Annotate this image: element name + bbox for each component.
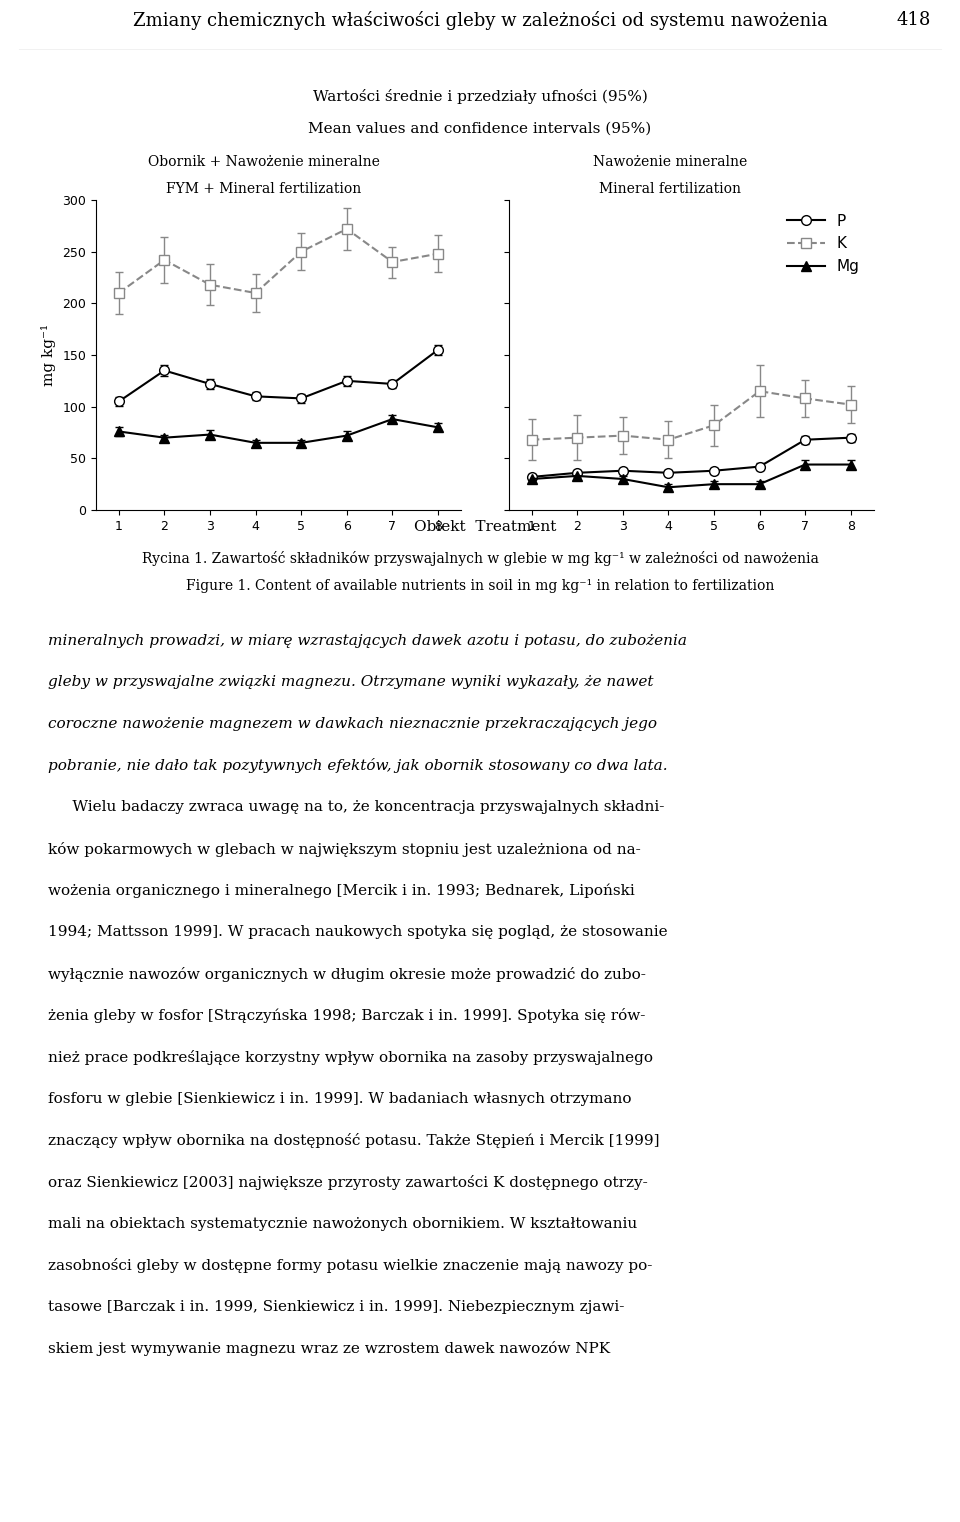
Text: 418: 418	[897, 11, 931, 29]
Text: 1994; Mattsson 1999]. W pracach naukowych spotyka się pogląd, że stosowanie: 1994; Mattsson 1999]. W pracach naukowyc…	[48, 925, 667, 939]
Text: żenia gleby w fosfor [Strączyńska 1998; Barczak i in. 1999]. Spotyka się rów-: żenia gleby w fosfor [Strączyńska 1998; …	[48, 1008, 645, 1023]
Text: tasowe [Barczak i in. 1999, Sienkiewicz i in. 1999]. Niebezpiecznym zjawi-: tasowe [Barczak i in. 1999, Sienkiewicz …	[48, 1300, 624, 1315]
Text: Obornik + Nawożenie mineralne: Obornik + Nawożenie mineralne	[148, 155, 380, 169]
Text: nież prace podkreślające korzystny wpływ obornika na zasoby przyswajalnego: nież prace podkreślające korzystny wpływ…	[48, 1050, 653, 1065]
Text: wyłącznie nawozów organicznych w długim okresie może prowadzić do zubo-: wyłącznie nawozów organicznych w długim …	[48, 966, 646, 982]
Text: wożenia organicznego i mineralnego [Mercik i in. 1993; Bednarek, Lipoński: wożenia organicznego i mineralnego [Merc…	[48, 883, 635, 898]
Text: pobranie, nie dało tak pozytywnych efektów, jak obornik stosowany co dwa lata.: pobranie, nie dało tak pozytywnych efekt…	[48, 758, 667, 773]
Text: oraz Sienkiewicz [2003] największe przyrosty zawartości K dostępnego otrzy-: oraz Sienkiewicz [2003] największe przyr…	[48, 1175, 648, 1190]
Text: Mean values and confidence intervals (95%): Mean values and confidence intervals (95…	[308, 122, 652, 135]
Text: znaczący wpływ obornika na dostępność potasu. Także Stępień i Mercik [1999]: znaczący wpływ obornika na dostępność po…	[48, 1134, 660, 1148]
Text: skiem jest wymywanie magnezu wraz ze wzrostem dawek nawozów NPK: skiem jest wymywanie magnezu wraz ze wzr…	[48, 1341, 611, 1356]
Text: gleby w przyswajalne związki magnezu. Otrzymane wyniki wykazały, że nawet: gleby w przyswajalne związki magnezu. Ot…	[48, 676, 654, 689]
Text: mali na obiektach systematycznie nawożonych obornikiem. W kształtowaniu: mali na obiektach systematycznie nawożon…	[48, 1218, 637, 1231]
Text: Nawożenie mineralne: Nawożenie mineralne	[593, 155, 747, 169]
Text: Wartości średnie i przedziały ufności (95%): Wartości średnie i przedziały ufności (9…	[313, 88, 647, 103]
Text: coroczne nawożenie magnezem w dawkach nieznacznie przekraczających jego: coroczne nawożenie magnezem w dawkach ni…	[48, 717, 657, 731]
Text: fosforu w glebie [Sienkiewicz i in. 1999]. W badaniach własnych otrzymano: fosforu w glebie [Sienkiewicz i in. 1999…	[48, 1091, 632, 1106]
Text: Obiekt  Treatment: Obiekt Treatment	[414, 521, 556, 534]
Text: Wielu badaczy zwraca uwagę na to, że koncentracja przyswajalnych składni-: Wielu badaczy zwraca uwagę na to, że kon…	[48, 801, 664, 814]
Text: mg kg⁻¹: mg kg⁻¹	[40, 324, 56, 387]
Text: FYM + Mineral fertilization: FYM + Mineral fertilization	[166, 183, 362, 196]
Text: mineralnych prowadzi, w miarę wzrastających dawek azotu i potasu, do zubożenia: mineralnych prowadzi, w miarę wzrastając…	[48, 633, 687, 648]
Text: Rycina 1. Zawartość składników przyswajalnych w glebie w mg kg⁻¹ w zależności od: Rycina 1. Zawartość składników przyswaja…	[141, 551, 819, 566]
Text: Figure 1. Content of available nutrients in soil in mg kg⁻¹ in relation to ferti: Figure 1. Content of available nutrients…	[186, 580, 774, 594]
Text: Zmiany chemicznych właściwości gleby w zależności od systemu nawożenia: Zmiany chemicznych właściwości gleby w z…	[132, 11, 828, 29]
Text: zasobności gleby w dostępne formy potasu wielkie znaczenie mają nawozy po-: zasobności gleby w dostępne formy potasu…	[48, 1259, 653, 1272]
Text: ków pokarmowych w glebach w największym stopniu jest uzależniona od na-: ków pokarmowych w glebach w największym …	[48, 842, 640, 857]
Text: Mineral fertilization: Mineral fertilization	[599, 183, 741, 196]
Legend: P, K, Mg: P, K, Mg	[780, 207, 866, 280]
